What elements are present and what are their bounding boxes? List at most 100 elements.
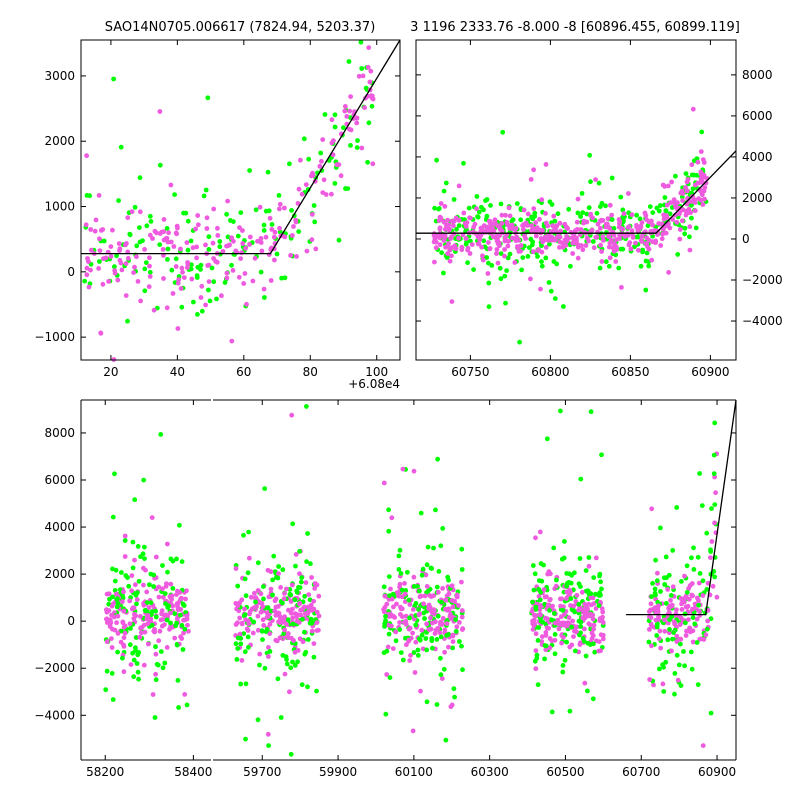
bottom-green-point — [133, 645, 138, 651]
bottom-green-point — [299, 575, 305, 580]
bottom-green-point — [670, 636, 675, 642]
top-left-magenta-point — [160, 247, 166, 252]
bottom-magenta-point — [266, 654, 271, 659]
bottom-magenta-point — [588, 595, 594, 600]
bottom-magenta-point — [311, 606, 317, 612]
bottom-green-point — [381, 584, 387, 590]
bottom-magenta-point — [294, 614, 299, 620]
top-right-magenta-point — [668, 200, 674, 206]
bottom-green-point — [172, 611, 178, 616]
top-left-magenta-point — [259, 248, 265, 254]
bottom-magenta-point — [255, 613, 261, 619]
top-left-green-point — [111, 76, 116, 82]
top-right-magenta-point — [537, 216, 542, 222]
bottom-green-point — [585, 640, 591, 646]
bottom-green-point — [288, 665, 294, 671]
bottom-green-point — [712, 574, 718, 580]
top-left-magenta-point — [370, 161, 376, 167]
top-left-panel: SAO14N0705.006617 (7824.94, 5203.37) 20 4… — [34, 20, 401, 391]
bottom-magenta-point — [529, 608, 535, 614]
bottom-magenta-point — [543, 633, 549, 638]
top-right-green-point — [483, 198, 488, 204]
top-right-magenta-point — [525, 211, 531, 217]
bottom-green-point — [670, 548, 676, 553]
bottom-magenta-point — [539, 634, 545, 639]
bottom-green-point — [264, 627, 270, 632]
top-left-magenta-point — [267, 215, 273, 221]
top-left-green-point — [341, 125, 346, 131]
top-right-magenta-point — [586, 238, 591, 244]
top-left-magenta-point — [344, 114, 350, 119]
top-left-magenta-point — [178, 286, 184, 291]
top-right-green-point — [479, 204, 484, 210]
bottom-green-point — [184, 702, 190, 708]
top-left-green-point — [84, 193, 90, 198]
top-right-green-point — [552, 218, 558, 224]
bottom-magenta-point — [400, 466, 406, 472]
bottom-green-point — [141, 477, 147, 483]
top-right-magenta-point — [603, 221, 609, 227]
bottom-magenta-point — [674, 607, 679, 613]
top-right-green-point — [609, 175, 615, 181]
top-right-green-point — [579, 191, 585, 196]
bottom-magenta-point — [134, 597, 140, 602]
top-left-green-point — [189, 262, 194, 268]
top-right-magenta-point — [528, 276, 533, 282]
top-right-magenta-point — [626, 242, 632, 248]
top-right-green-point — [532, 210, 538, 216]
top-left-title: SAO14N0705.006617 (7824.94, 5203.37) — [105, 20, 376, 35]
bottom-magenta-point — [653, 617, 659, 623]
top-right-magenta-point — [431, 239, 437, 245]
bottom-magenta-point — [450, 604, 456, 610]
bottom-green-point — [460, 667, 465, 673]
bottom-magenta-point — [410, 607, 416, 612]
bottom-magenta-point — [156, 594, 162, 600]
bottom-magenta-point — [175, 604, 180, 609]
bottom-green-point — [304, 404, 309, 409]
bottom-green-point — [588, 409, 594, 415]
bottom-green-point — [383, 618, 388, 623]
bottom-magenta-point — [586, 601, 592, 607]
bottom-green-point — [302, 593, 308, 599]
top-right-green-point — [500, 129, 506, 135]
top-right-green-point — [618, 194, 624, 200]
top-left-green-point — [118, 144, 124, 150]
top-left-magenta-point — [168, 239, 174, 245]
bottom-green-point — [711, 471, 717, 477]
top-right-magenta-point — [699, 190, 705, 196]
bottom-magenta-point — [278, 617, 283, 622]
bottom-magenta-point — [161, 594, 166, 600]
top-left-magenta-point — [211, 256, 217, 261]
bottom-magenta-point — [398, 606, 404, 612]
bottom-green-point — [669, 614, 675, 619]
top-left-magenta-point — [125, 255, 131, 261]
bottom-green-point — [178, 612, 183, 618]
top-left-magenta-point — [108, 244, 114, 250]
top-right-green-point — [657, 203, 663, 208]
bottom-green-point — [174, 642, 180, 648]
top-left-y-tick-label: 3000 — [44, 69, 75, 83]
bottom-magenta-point — [146, 605, 152, 610]
bottom-y-tick-label: 4000 — [44, 520, 75, 534]
bottom-y-tick-label: 8000 — [44, 426, 75, 440]
bottom-magenta-point — [106, 591, 112, 597]
top-left-green-point — [125, 318, 130, 324]
bottom-green-point — [255, 560, 261, 566]
top-left-magenta-point — [147, 274, 153, 279]
bottom-green-point — [387, 593, 392, 599]
top-left-magenta-point — [277, 201, 283, 207]
bottom-magenta-point — [122, 623, 128, 629]
bottom-green-point — [531, 587, 537, 593]
top-right-magenta-point — [629, 228, 635, 234]
top-right-green-point — [566, 206, 572, 212]
top-left-magenta-point — [215, 233, 221, 238]
bottom-green-point — [691, 545, 696, 551]
top-right-green-point — [673, 173, 678, 179]
bottom-magenta-point — [580, 615, 586, 621]
bottom-green-point — [539, 578, 545, 584]
top-right-magenta-point — [566, 236, 571, 242]
top-right-green-point — [667, 211, 673, 217]
top-right-magenta-point — [703, 180, 709, 186]
top-right-magenta-point — [453, 246, 459, 252]
bottom-green-point — [566, 580, 572, 585]
